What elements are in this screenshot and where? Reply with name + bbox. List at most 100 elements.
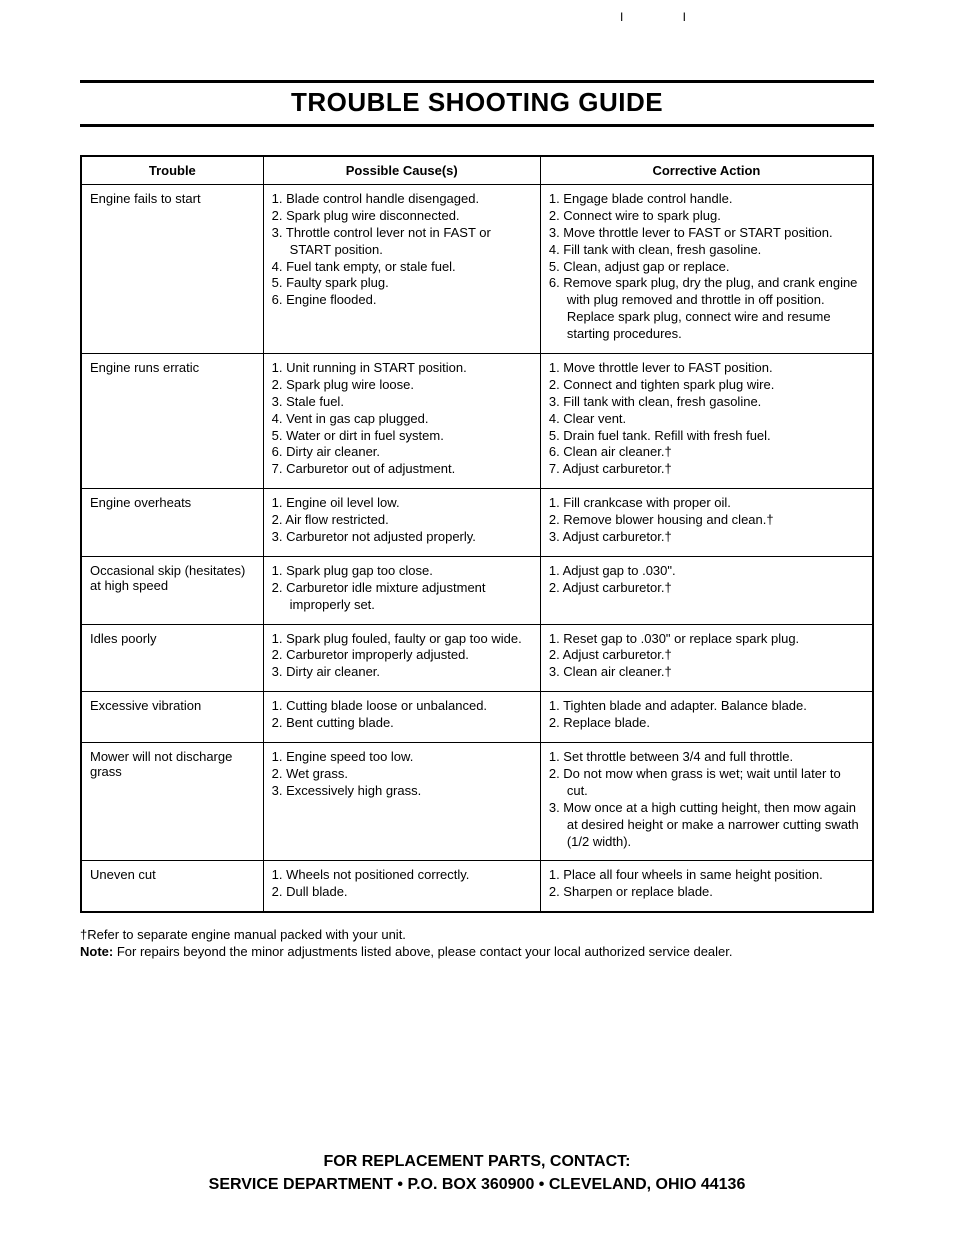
cause-item: 2. Air flow restricted. <box>272 512 532 529</box>
action-item: 1. Engage blade control handle. <box>549 191 864 208</box>
cause-cell: 1. Engine speed too low.2. Wet grass.3. … <box>263 743 540 861</box>
action-item: 3. Mow once at a high cutting height, th… <box>549 800 864 851</box>
trouble-cell: Engine fails to start <box>81 185 263 354</box>
cause-item: 2. Bent cutting blade. <box>272 715 532 732</box>
action-item: 2. Connect and tighten spark plug wire. <box>549 377 864 394</box>
page-title: TROUBLE SHOOTING GUIDE <box>80 87 874 118</box>
cause-item: 1. Engine oil level low. <box>272 495 532 512</box>
cause-cell: 1. Spark plug gap too close.2. Carbureto… <box>263 556 540 624</box>
cause-cell: 1. Blade control handle disengaged.2. Sp… <box>263 185 540 354</box>
cause-item: 3. Excessively high grass. <box>272 783 532 800</box>
action-item: 5. Drain fuel tank. Refill with fresh fu… <box>549 428 864 445</box>
cause-item: 1. Spark plug gap too close. <box>272 563 532 580</box>
trouble-cell: Mower will not discharge grass <box>81 743 263 861</box>
cause-cell: 1. Spark plug fouled, faulty or gap too … <box>263 624 540 692</box>
footnote-note: Note: For repairs beyond the minor adjus… <box>80 944 874 961</box>
troubleshooting-table: Trouble Possible Cause(s) Corrective Act… <box>80 155 874 913</box>
action-item: 1. Tighten blade and adapter. Balance bl… <box>549 698 864 715</box>
cause-item: 6. Engine flooded. <box>272 292 532 309</box>
action-item: 1. Reset gap to .030" or replace spark p… <box>549 631 864 648</box>
table-row: Engine runs erratic1. Unit running in ST… <box>81 354 873 489</box>
footnote-dagger: †Refer to separate engine manual packed … <box>80 927 874 944</box>
action-item: 2. Adjust carburetor.† <box>549 580 864 597</box>
cause-cell: 1. Wheels not positioned correctly.2. Du… <box>263 861 540 912</box>
cause-item: 1. Blade control handle disengaged. <box>272 191 532 208</box>
trouble-cell: Occasional skip (hesitates) at high spee… <box>81 556 263 624</box>
action-item: 1. Move throttle lever to FAST position. <box>549 360 864 377</box>
action-item: 2. Connect wire to spark plug. <box>549 208 864 225</box>
action-item: 2. Adjust carburetor.† <box>549 647 864 664</box>
cause-item: 2. Carburetor improperly adjusted. <box>272 647 532 664</box>
trouble-cell: Uneven cut <box>81 861 263 912</box>
table-row: Engine fails to start1. Blade control ha… <box>81 185 873 354</box>
action-item: 3. Fill tank with clean, fresh gasoline. <box>549 394 864 411</box>
cause-item: 5. Water or dirt in fuel system. <box>272 428 532 445</box>
action-cell: 1. Adjust gap to .030".2. Adjust carbure… <box>540 556 873 624</box>
cause-item: 1. Spark plug fouled, faulty or gap too … <box>272 631 532 648</box>
cause-item: 1. Wheels not positioned correctly. <box>272 867 532 884</box>
cause-cell: 1. Unit running in START position.2. Spa… <box>263 354 540 489</box>
action-item: 6. Clean air cleaner.† <box>549 444 864 461</box>
action-item: 2. Replace blade. <box>549 715 864 732</box>
action-cell: 1. Reset gap to .030" or replace spark p… <box>540 624 873 692</box>
cause-item: 6. Dirty air cleaner. <box>272 444 532 461</box>
cause-item: 1. Cutting blade loose or unbalanced. <box>272 698 532 715</box>
table-row: Uneven cut1. Wheels not positioned corre… <box>81 861 873 912</box>
cause-item: 2. Carburetor idle mixture adjustment im… <box>272 580 532 614</box>
table-header-row: Trouble Possible Cause(s) Corrective Act… <box>81 156 873 185</box>
footnote-note-label: Note: <box>80 944 113 959</box>
action-item: 2. Remove blower housing and clean.† <box>549 512 864 529</box>
trouble-cell: Idles poorly <box>81 624 263 692</box>
action-cell: 1. Set throttle between 3/4 and full thr… <box>540 743 873 861</box>
cause-item: 7. Carburetor out of adjustment. <box>272 461 532 478</box>
trouble-cell: Engine overheats <box>81 489 263 557</box>
trouble-cell: Excessive vibration <box>81 692 263 743</box>
cause-cell: 1. Cutting blade loose or unbalanced.2. … <box>263 692 540 743</box>
cause-item: 3. Stale fuel. <box>272 394 532 411</box>
action-cell: 1. Move throttle lever to FAST position.… <box>540 354 873 489</box>
cause-item: 1. Unit running in START position. <box>272 360 532 377</box>
cause-item: 3. Throttle control lever not in FAST or… <box>272 225 532 259</box>
action-item: 6. Remove spark plug, dry the plug, and … <box>549 275 864 343</box>
cause-item: 2. Spark plug wire disconnected. <box>272 208 532 225</box>
action-item: 4. Fill tank with clean, fresh gasoline. <box>549 242 864 259</box>
table-row: Occasional skip (hesitates) at high spee… <box>81 556 873 624</box>
footnotes: †Refer to separate engine manual packed … <box>80 927 874 961</box>
scan-artifact-marks: I I <box>620 10 714 24</box>
action-item: 4. Clear vent. <box>549 411 864 428</box>
action-item: 1. Adjust gap to .030". <box>549 563 864 580</box>
cause-item: 4. Fuel tank empty, or stale fuel. <box>272 259 532 276</box>
contact-line-1: FOR REPLACEMENT PARTS, CONTACT: <box>80 1151 874 1173</box>
action-item: 1. Place all four wheels in same height … <box>549 867 864 884</box>
cause-item: 2. Dull blade. <box>272 884 532 901</box>
cause-item: 2. Wet grass. <box>272 766 532 783</box>
action-item: 1. Set throttle between 3/4 and full thr… <box>549 749 864 766</box>
col-header-cause: Possible Cause(s) <box>263 156 540 185</box>
table-row: Excessive vibration1. Cutting blade loos… <box>81 692 873 743</box>
trouble-cell: Engine runs erratic <box>81 354 263 489</box>
cause-item: 3. Dirty air cleaner. <box>272 664 532 681</box>
action-cell: 1. Fill crankcase with proper oil.2. Rem… <box>540 489 873 557</box>
footnote-note-text: For repairs beyond the minor adjustments… <box>113 944 732 959</box>
action-item: 2. Sharpen or replace blade. <box>549 884 864 901</box>
action-item: 2. Do not mow when grass is wet; wait un… <box>549 766 864 800</box>
action-item: 3. Adjust carburetor.† <box>549 529 864 546</box>
action-cell: 1. Place all four wheels in same height … <box>540 861 873 912</box>
contact-block: FOR REPLACEMENT PARTS, CONTACT: SERVICE … <box>80 1151 874 1196</box>
table-row: Mower will not discharge grass1. Engine … <box>81 743 873 861</box>
cause-item: 2. Spark plug wire loose. <box>272 377 532 394</box>
cause-item: 5. Faulty spark plug. <box>272 275 532 292</box>
cause-item: 3. Carburetor not adjusted properly. <box>272 529 532 546</box>
cause-cell: 1. Engine oil level low.2. Air flow rest… <box>263 489 540 557</box>
table-row: Idles poorly 1. Spark plug fouled, faulty… <box>81 624 873 692</box>
action-item: 7. Adjust carburetor.† <box>549 461 864 478</box>
cause-item: 1. Engine speed too low. <box>272 749 532 766</box>
action-item: 3. Move throttle lever to FAST or START … <box>549 225 864 242</box>
col-header-action: Corrective Action <box>540 156 873 185</box>
col-header-trouble: Trouble <box>81 156 263 185</box>
action-item: 1. Fill crankcase with proper oil. <box>549 495 864 512</box>
action-item: 3. Clean air cleaner.† <box>549 664 864 681</box>
action-cell: 1. Tighten blade and adapter. Balance bl… <box>540 692 873 743</box>
table-row: Engine overheats1. Engine oil level low.… <box>81 489 873 557</box>
contact-line-2: SERVICE DEPARTMENT • P.O. BOX 360900 • C… <box>80 1174 874 1196</box>
